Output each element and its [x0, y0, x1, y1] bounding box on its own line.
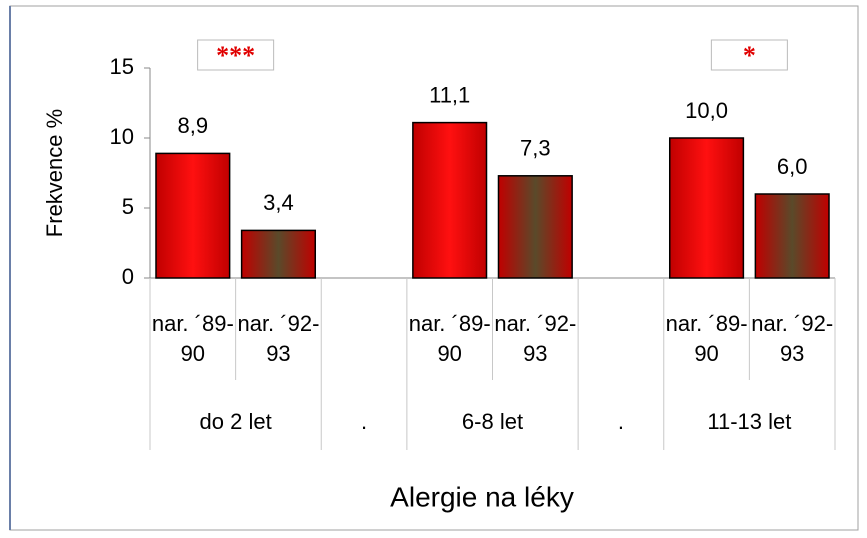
- data-label: 3,4: [263, 190, 294, 215]
- group-label: 11-13 let: [707, 409, 791, 434]
- bar: [155, 152, 231, 279]
- annotation-box: [710, 39, 788, 71]
- group-label: 6-8 let: [462, 409, 523, 434]
- annotation-box: [197, 39, 275, 71]
- group-label: .: [618, 409, 624, 434]
- bar: [412, 121, 488, 279]
- group-label: .: [361, 409, 367, 434]
- y-axis-label: Frekvence %: [42, 109, 67, 237]
- group-label: do 2 let: [200, 409, 272, 434]
- annotation: *: [743, 41, 756, 70]
- bar: [240, 229, 317, 279]
- x-tick-label: nar. ´92-93: [237, 311, 319, 366]
- data-label: 11,1: [429, 82, 470, 107]
- x-tick-label: nar. ´89-90: [666, 311, 748, 366]
- x-axis-label: Alergie na léky: [390, 481, 574, 512]
- bar: [754, 193, 830, 279]
- bar: [668, 137, 745, 279]
- annotation: ***: [216, 41, 255, 70]
- data-label: 8,9: [178, 113, 209, 138]
- data-label: 7,3: [520, 136, 551, 161]
- x-tick-label: nar. ´89-90: [152, 311, 234, 366]
- data-label: 10,0: [685, 98, 728, 123]
- bar: [497, 175, 573, 279]
- x-tick-label: nar. ´92-93: [751, 311, 833, 366]
- y-tick-label: 5: [122, 194, 134, 219]
- x-tick-label: nar. ´89-90: [409, 311, 491, 366]
- x-tick-label: nar. ´92-93: [494, 311, 576, 366]
- data-label: 6,0: [777, 154, 808, 179]
- y-tick-label: 15: [110, 54, 134, 79]
- y-tick-label: 10: [110, 124, 134, 149]
- y-tick-label: 0: [122, 264, 134, 289]
